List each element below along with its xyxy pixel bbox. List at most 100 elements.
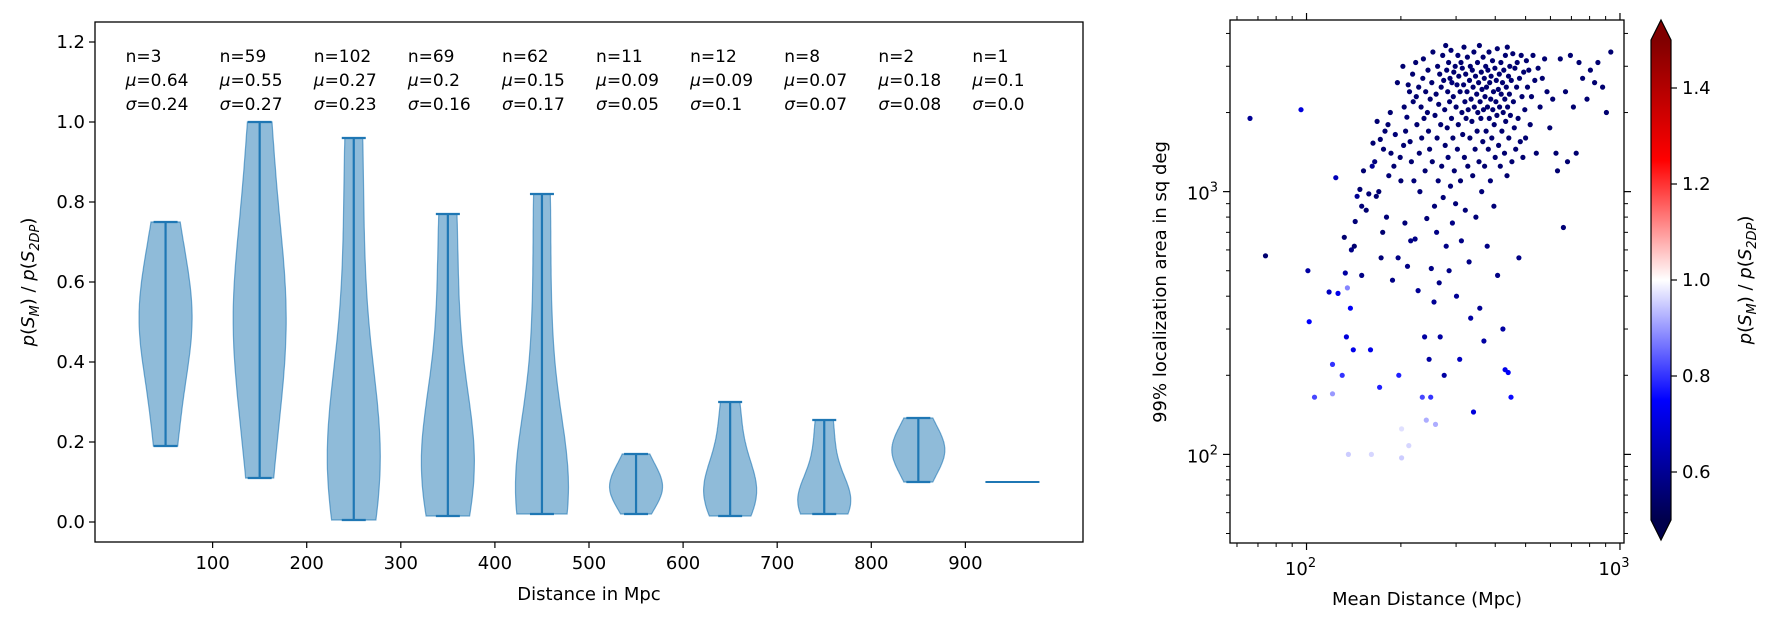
scatter-point bbox=[1477, 99, 1483, 105]
stat-count: n=12 bbox=[690, 47, 737, 67]
scatter-point bbox=[1522, 107, 1528, 113]
scatter-point bbox=[1459, 65, 1465, 71]
colorbar-gradient bbox=[1651, 40, 1671, 520]
scatter-point bbox=[1482, 94, 1488, 100]
scatter-point bbox=[1450, 135, 1456, 141]
scatter-point bbox=[1450, 94, 1456, 100]
scatter-point bbox=[1474, 91, 1480, 97]
scatter-point bbox=[1474, 59, 1481, 66]
scatter-point bbox=[1456, 73, 1462, 79]
y-tick-label: 0.8 bbox=[56, 192, 85, 213]
scatter-point bbox=[1339, 372, 1345, 378]
violin-bodies bbox=[138, 120, 1040, 522]
scatter-point bbox=[1401, 142, 1407, 148]
scatter-point bbox=[1449, 220, 1455, 226]
scatter-point bbox=[1496, 71, 1502, 77]
scatter-point bbox=[1603, 109, 1609, 116]
violin-stat-annotations: n=3 μ=0.64 σ=0.24 n=59 μ=0.55 σ=0.27 n=102 μ=0.… bbox=[125, 47, 1025, 115]
scatter-point bbox=[1350, 347, 1356, 353]
scatter-point bbox=[1386, 173, 1392, 179]
scatter-point bbox=[1477, 305, 1483, 311]
stat-mean: μ=0.55 bbox=[219, 71, 283, 91]
stat-mean: μ=0.1 bbox=[971, 71, 1024, 91]
scatter-point bbox=[1453, 201, 1459, 207]
scatter-point bbox=[1573, 150, 1579, 156]
scatter-point bbox=[1367, 347, 1374, 353]
scatter-point bbox=[1475, 109, 1481, 116]
scatter-point bbox=[1514, 59, 1520, 66]
scatter-point bbox=[1491, 122, 1497, 128]
scatter-point bbox=[1377, 136, 1383, 142]
scatter-point bbox=[1423, 89, 1429, 95]
scatter-point bbox=[1438, 122, 1444, 128]
scatter-point bbox=[1444, 67, 1450, 73]
scatter-point bbox=[1517, 139, 1523, 145]
scatter-point bbox=[1404, 263, 1411, 269]
scatter-axes-frame bbox=[1229, 19, 1625, 544]
scatter-point bbox=[1490, 107, 1496, 113]
scatter-point bbox=[1480, 139, 1486, 145]
scatter-point bbox=[1410, 71, 1416, 77]
stat-std: σ=0.23 bbox=[314, 95, 377, 115]
scatter-point bbox=[1519, 94, 1525, 100]
stat-mean: μ=0.09 bbox=[595, 71, 659, 91]
violin-5 bbox=[514, 192, 570, 516]
scatter-point bbox=[1495, 272, 1501, 278]
scatter-point bbox=[1473, 214, 1479, 220]
scatter-point bbox=[1444, 125, 1450, 131]
scatter-point bbox=[1462, 99, 1468, 105]
scatter-point bbox=[1478, 115, 1484, 121]
scatter-point bbox=[1448, 115, 1455, 121]
scatter-point bbox=[1528, 94, 1535, 100]
scatter-point bbox=[1455, 52, 1461, 59]
scatter-point bbox=[1335, 290, 1341, 296]
violin-4 bbox=[420, 212, 476, 518]
scatter-point bbox=[1520, 154, 1526, 160]
scatter-point bbox=[1587, 67, 1593, 73]
scatter-point bbox=[1382, 128, 1388, 134]
scatter-point bbox=[1470, 409, 1477, 415]
scatter-point bbox=[1342, 270, 1348, 276]
violin-6 bbox=[608, 452, 664, 516]
scatter-point bbox=[1584, 96, 1590, 102]
scatter-point bbox=[1421, 115, 1427, 121]
scatter-points bbox=[1247, 42, 1614, 461]
scatter-point bbox=[1396, 372, 1402, 378]
scatter-point bbox=[1431, 299, 1437, 305]
scatter-point bbox=[1359, 272, 1365, 278]
scatter-chart: 102 103 102 103 Mean Distance (Mpc) 99% loc… bbox=[1150, 13, 1631, 610]
scatter-point bbox=[1378, 255, 1384, 261]
scatter-point bbox=[1516, 75, 1523, 81]
scatter-point bbox=[1479, 189, 1485, 195]
scatter-point bbox=[1487, 178, 1493, 184]
scatter-point bbox=[1535, 65, 1541, 71]
stat-std: σ=0.24 bbox=[126, 95, 189, 115]
scatter-point bbox=[1306, 319, 1312, 325]
stat-std: σ=0.05 bbox=[596, 95, 659, 115]
y-tick-label: 1.0 bbox=[56, 112, 85, 133]
stat-block-2: n=59 μ=0.55 σ=0.27 bbox=[219, 47, 283, 115]
scatter-point bbox=[1305, 268, 1311, 274]
scatter-point bbox=[1443, 42, 1449, 49]
scatter-point bbox=[1394, 80, 1400, 86]
scatter-point bbox=[1513, 146, 1519, 152]
scatter-point bbox=[1498, 59, 1504, 66]
scatter-point bbox=[1414, 122, 1420, 128]
scatter-point bbox=[1387, 109, 1393, 116]
violin-x-axis: 100 200 300 400 500 600 700 800 900 bbox=[195, 542, 983, 574]
scatter-point bbox=[1389, 277, 1396, 283]
colorbar-outline bbox=[1650, 18, 1672, 542]
scatter-point bbox=[1562, 89, 1569, 95]
scatter-point bbox=[1352, 218, 1358, 225]
stat-block-10: n=1 μ=0.1 σ=0.0 bbox=[971, 47, 1024, 115]
scatter-point bbox=[1595, 59, 1601, 66]
scatter-point bbox=[1422, 334, 1428, 340]
scatter-point bbox=[1298, 107, 1304, 113]
scatter-point bbox=[1333, 175, 1339, 181]
scatter-point bbox=[1506, 91, 1512, 97]
tick-label: 103 bbox=[1598, 556, 1629, 580]
tick-label: 102 bbox=[1187, 443, 1218, 467]
scatter-point bbox=[1489, 135, 1495, 141]
scatter-point bbox=[1467, 135, 1473, 141]
scatter-point bbox=[1436, 101, 1442, 107]
